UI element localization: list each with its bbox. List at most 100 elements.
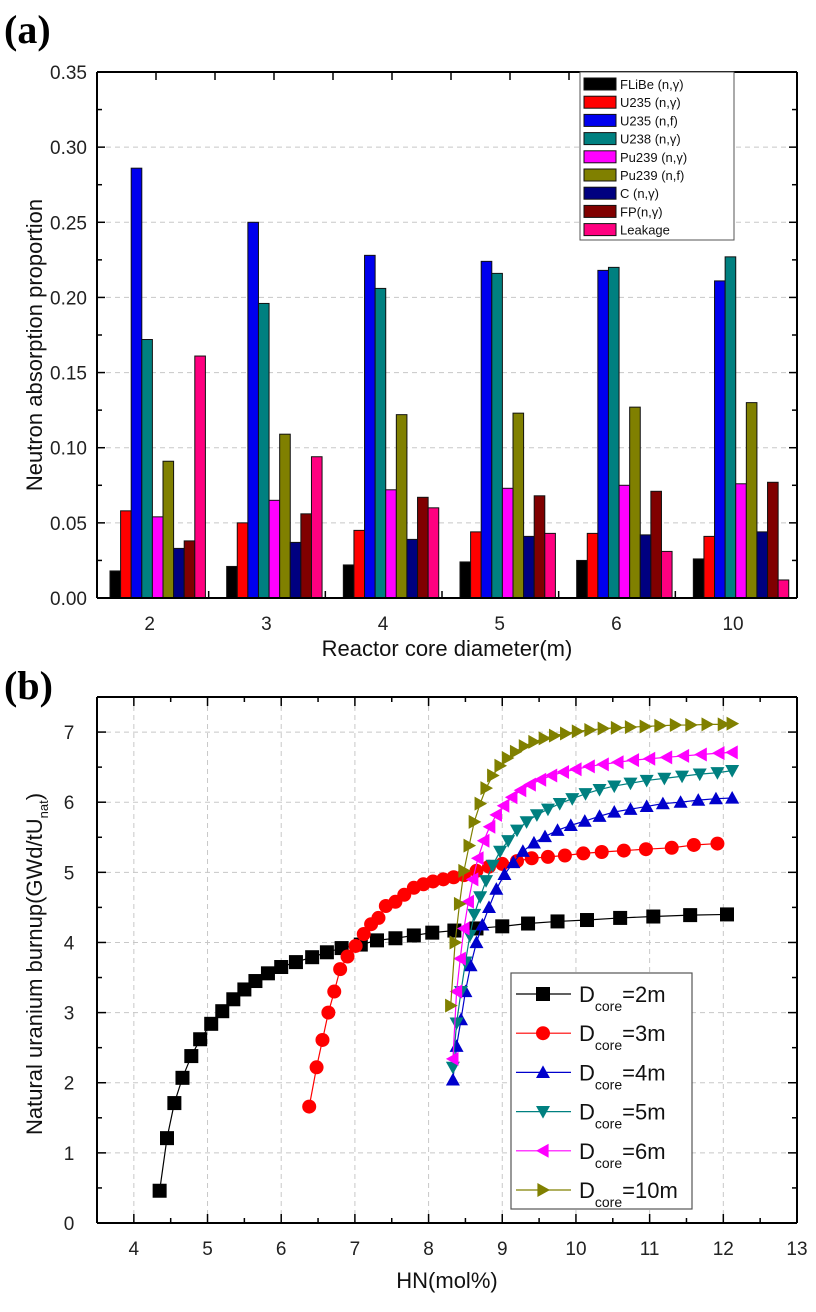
marker-triangle-right bbox=[654, 718, 667, 733]
marker-triangle-left bbox=[449, 984, 463, 999]
legend-swatch bbox=[583, 186, 617, 200]
marker-triangle-down bbox=[692, 768, 707, 782]
x-axis-title: HN(mol%) bbox=[396, 1268, 497, 1293]
legend-label: FLiBe (n,γ) bbox=[620, 77, 684, 92]
marker-triangle-up bbox=[538, 829, 552, 843]
marker-triangle-right bbox=[584, 722, 597, 737]
marker-triangle-down bbox=[473, 891, 488, 904]
marker-triangle-down bbox=[519, 816, 534, 829]
marker-circle bbox=[536, 1026, 550, 1041]
marker-triangle-left bbox=[659, 750, 673, 765]
marker-triangle-right bbox=[685, 718, 698, 733]
legend-label-suffix: =10m bbox=[622, 1178, 678, 1203]
legend-label: Dcore=10m bbox=[579, 1178, 678, 1210]
y-axis-title-end: ) bbox=[22, 793, 47, 800]
marker-square bbox=[406, 928, 421, 943]
marker-triangle-right bbox=[624, 720, 638, 735]
marker-triangle-right bbox=[445, 998, 458, 1013]
legend-label-sub: core bbox=[595, 998, 622, 1014]
x-tick-label: 9 bbox=[497, 1239, 508, 1260]
marker-triangle-left bbox=[523, 777, 536, 792]
legend-label-main: D bbox=[579, 1139, 595, 1164]
marker-triangle-left bbox=[568, 762, 582, 777]
x-tick-label: 2 bbox=[144, 614, 155, 635]
legend-label: Pu239 (n,γ) bbox=[620, 150, 687, 165]
y-tick-label: 0.00 bbox=[50, 589, 87, 610]
marker-triangle-right bbox=[538, 731, 552, 746]
marker-triangle-left bbox=[453, 951, 466, 966]
marker-triangle-right bbox=[639, 719, 653, 734]
marker-circle bbox=[686, 837, 701, 852]
marker-triangle-right bbox=[453, 896, 467, 911]
marker-triangle-right bbox=[487, 768, 500, 783]
marker-circle bbox=[309, 1060, 324, 1075]
legend-label-suffix: =2m bbox=[622, 982, 665, 1007]
x-tick-label: 10 bbox=[565, 1239, 586, 1260]
marker-triangle-up bbox=[497, 867, 512, 881]
y-tick-label: 1 bbox=[64, 1144, 75, 1165]
legend-swatch bbox=[583, 132, 617, 146]
marker-triangle-down bbox=[449, 1017, 464, 1031]
marker-triangle-up bbox=[623, 802, 638, 815]
y-tick-label: 2 bbox=[64, 1074, 75, 1095]
marker-triangle-down bbox=[578, 788, 593, 801]
marker-square bbox=[683, 908, 698, 923]
marker-triangle-up bbox=[526, 835, 541, 849]
legend-box bbox=[510, 972, 693, 1210]
legend-swatch bbox=[583, 223, 617, 237]
marker-triangle-right bbox=[509, 744, 523, 759]
series-5m bbox=[445, 765, 740, 1075]
legend-swatch bbox=[583, 113, 617, 127]
marker-triangle-left bbox=[694, 747, 707, 762]
marker-triangle-right bbox=[528, 734, 541, 749]
legend-label: Dcore=6m bbox=[579, 1139, 666, 1171]
series-10m bbox=[445, 716, 740, 1013]
marker-triangle-down bbox=[565, 793, 580, 806]
marker-triangle-right bbox=[501, 751, 515, 766]
marker-triangle-down bbox=[510, 824, 524, 838]
y-tick-label: 0.30 bbox=[50, 138, 87, 159]
marker-triangle-right bbox=[518, 739, 532, 754]
marker-square bbox=[260, 966, 275, 981]
marker-triangle-down bbox=[592, 783, 607, 797]
marker-triangle-up bbox=[639, 799, 654, 813]
y-tick-label: 7 bbox=[64, 723, 75, 744]
marker-square bbox=[536, 987, 550, 1001]
marker-square bbox=[175, 1070, 190, 1085]
marker-square bbox=[550, 914, 565, 929]
marker-triangle-left bbox=[582, 759, 595, 774]
marker-triangle-up bbox=[592, 809, 607, 822]
marker-square bbox=[248, 974, 263, 989]
marker-triangle-left bbox=[489, 807, 502, 822]
legend-label: FP(n,γ) bbox=[620, 204, 663, 219]
legend-swatch bbox=[583, 204, 617, 218]
marker-square bbox=[204, 1016, 219, 1031]
marker-square bbox=[521, 916, 536, 931]
marker-circle bbox=[469, 863, 484, 878]
marker-circle bbox=[664, 840, 679, 855]
marker-square bbox=[425, 925, 440, 940]
y-tick-label: 5 bbox=[64, 863, 75, 884]
legend-swatch bbox=[583, 150, 617, 164]
y-axis-title: Natural uranium burnup(GWd/tUnat) bbox=[22, 793, 51, 1135]
legend-label: Leakage bbox=[620, 223, 670, 238]
legend-label-sub: core bbox=[595, 1155, 622, 1171]
marker-triangle-down bbox=[607, 780, 622, 794]
legend-label-suffix: =6m bbox=[622, 1139, 665, 1164]
marker-square bbox=[215, 1004, 230, 1019]
y-tick-label: 0.10 bbox=[50, 439, 87, 460]
legend-label: Dcore=5m bbox=[579, 1100, 666, 1132]
marker-triangle-down bbox=[710, 767, 725, 780]
marker-square bbox=[160, 1131, 174, 1146]
marker-triangle-right bbox=[571, 724, 585, 739]
marker-triangle-right bbox=[610, 720, 624, 735]
legend-label-sub: core bbox=[595, 1037, 622, 1053]
marker-triangle-up bbox=[655, 796, 670, 810]
marker-triangle-left bbox=[465, 872, 479, 887]
marker-triangle-up bbox=[673, 795, 688, 808]
marker-triangle-down bbox=[552, 798, 567, 811]
marker-triangle-left bbox=[610, 755, 624, 770]
marker-triangle-left bbox=[711, 746, 725, 761]
marker-circle bbox=[333, 962, 348, 977]
marker-triangle-left bbox=[725, 745, 738, 760]
